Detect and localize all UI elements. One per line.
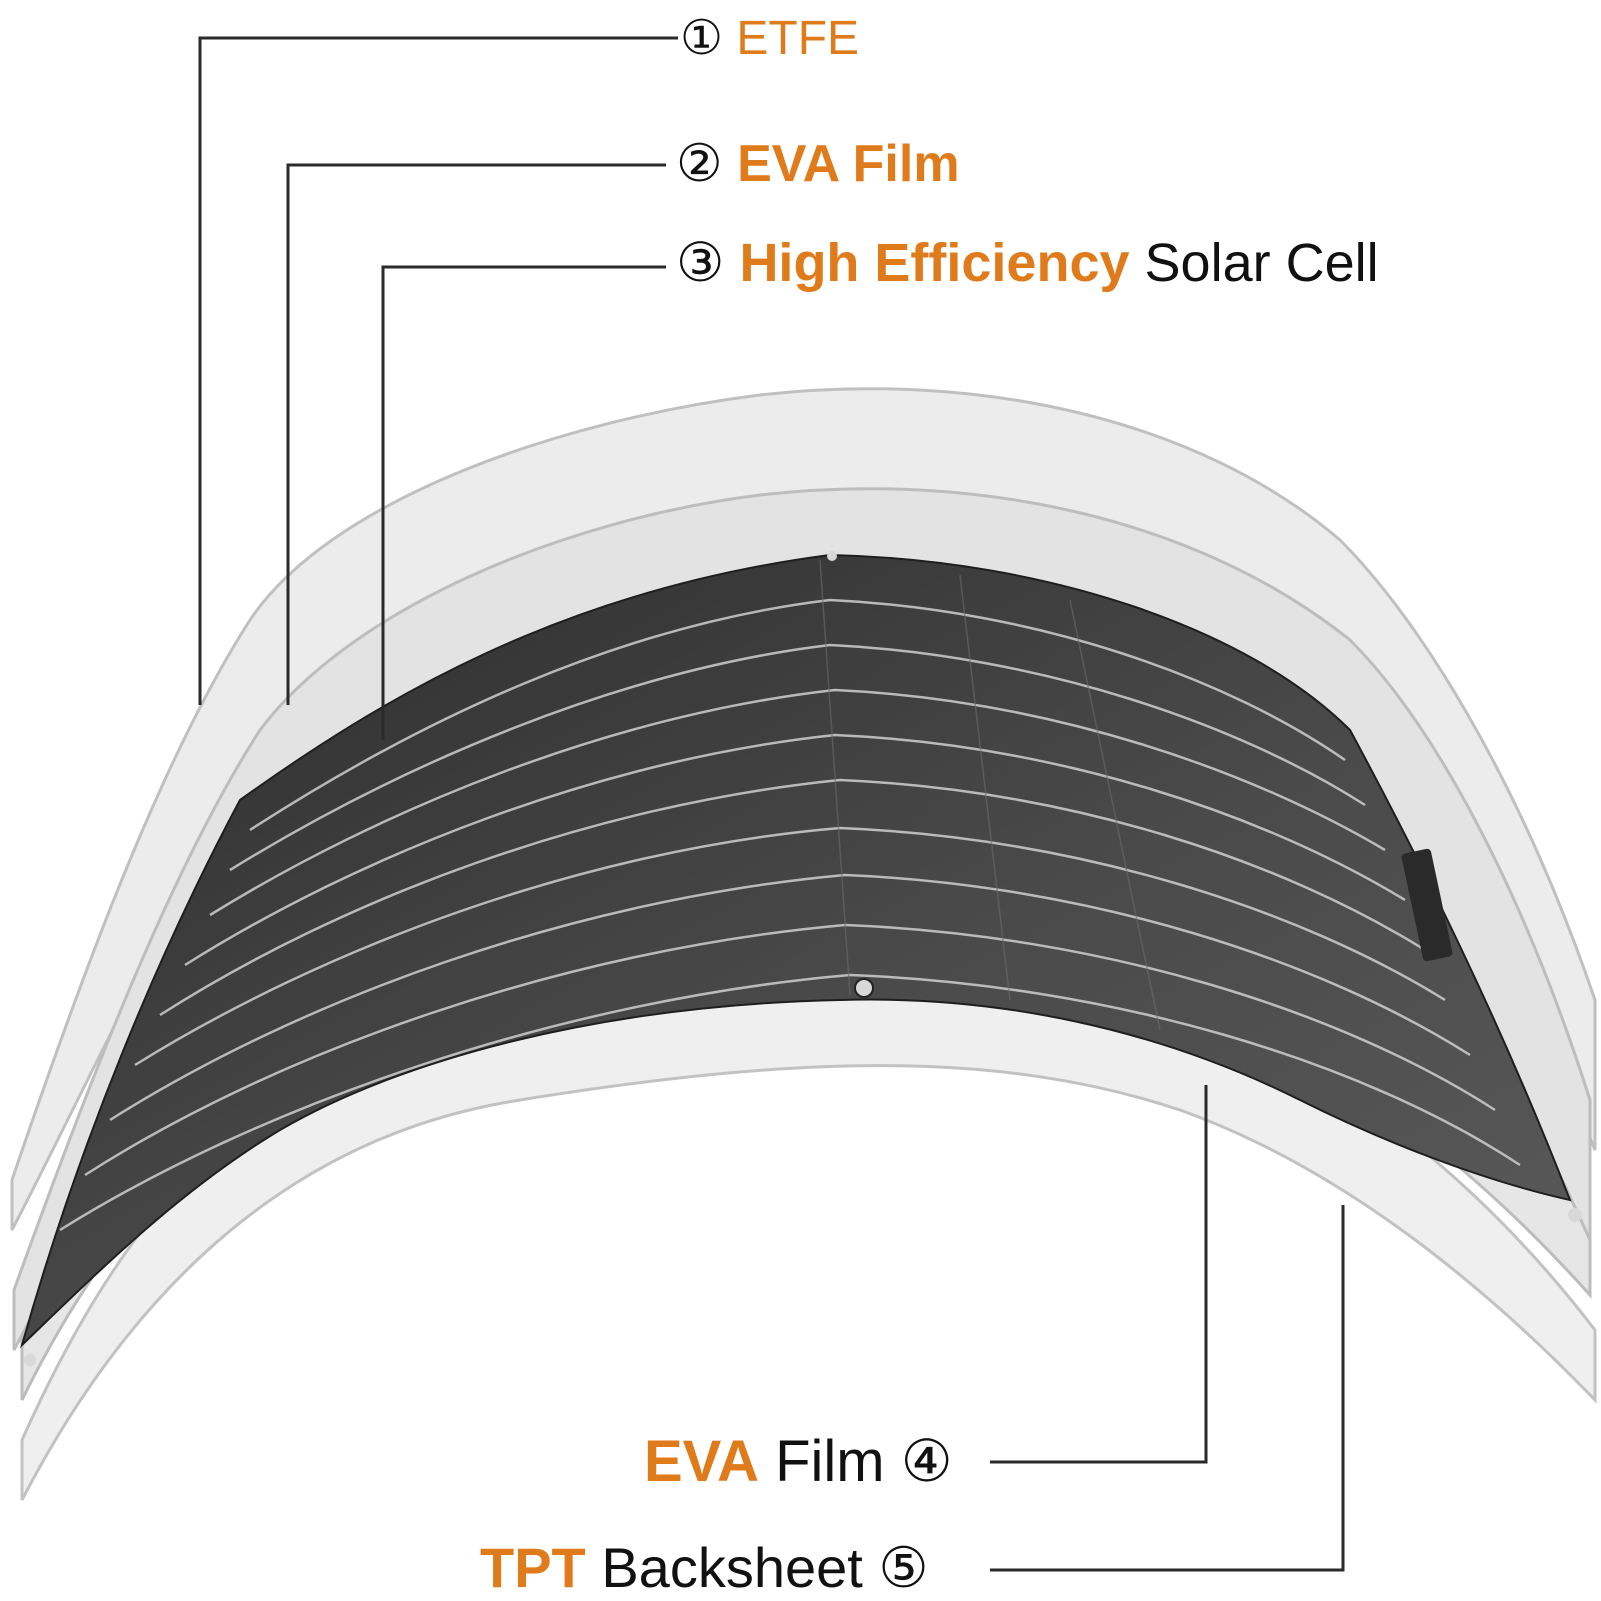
leader-lines	[198, 36, 1345, 1572]
junction-box	[1401, 848, 1453, 962]
layer-5-number: ⑤	[878, 1536, 929, 1601]
layer-3-name-rest: Solar Cell	[1144, 233, 1379, 293]
leader-line-2	[286, 163, 666, 705]
layer-5-name-highlight: TPT	[480, 1536, 586, 1599]
layer-2-label: ② EVA Film	[676, 138, 960, 190]
cell-column-lines	[819, 559, 1161, 1031]
layer-1-name: ETFE	[736, 12, 860, 65]
mounting-hole-top	[827, 551, 837, 561]
layer-4-name-highlight: EVA	[644, 1429, 759, 1494]
layer-2-name: EVA Film	[737, 135, 960, 193]
layer-1-label: ① ETFE	[680, 14, 859, 63]
solar-cell-layer	[20, 553, 1572, 1349]
layer-3-number: ③	[676, 231, 725, 294]
leader-line-3	[381, 265, 666, 740]
leader-line-1	[198, 36, 678, 705]
layer-4-number: ④	[900, 1427, 953, 1495]
layer-1-number: ①	[680, 10, 724, 66]
leader-line-5	[990, 1205, 1345, 1572]
layer-5-label: TPT Backsheet ⑤	[480, 1540, 929, 1597]
mounting-hole-right	[1568, 1208, 1582, 1222]
layer-4-name-rest: Film	[775, 1429, 885, 1494]
layer-2-number: ②	[676, 134, 723, 194]
cell-bus-lines	[59, 598, 1521, 1232]
layer-5-name-rest: Backsheet	[601, 1536, 863, 1599]
layer-3-label: ③ High Efficiency Solar Cell	[676, 233, 1379, 293]
mounting-hole-left	[24, 1354, 36, 1366]
layer-4-label: EVA Film ④	[644, 1432, 953, 1491]
layer-3-name-highlight: High Efficiency	[739, 233, 1130, 293]
leader-line-4	[990, 1085, 1208, 1464]
mounting-hole-center	[854, 978, 874, 998]
